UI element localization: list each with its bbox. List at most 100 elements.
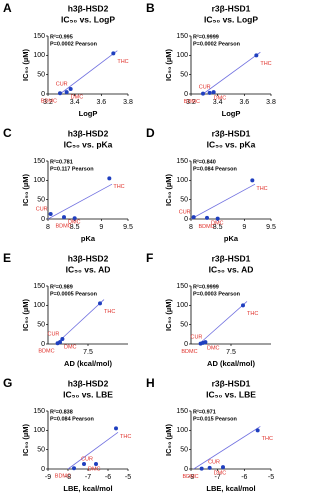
annotation: R²=0.9999	[193, 33, 219, 40]
y-tick-label: 150	[33, 158, 45, 165]
point	[94, 461, 98, 466]
chart-title: h3β-HSD2	[68, 253, 109, 263]
panel-letter: F	[146, 251, 153, 265]
fit-line	[67, 431, 119, 470]
point-label: THC	[262, 436, 273, 442]
x-tick-label: -5	[268, 474, 274, 481]
point-label: BDMC	[198, 224, 214, 230]
point	[72, 216, 77, 221]
panel-letter: D	[146, 126, 155, 140]
x-tick-label: 3.4	[213, 99, 223, 106]
fit-line	[202, 51, 261, 95]
y-tick-label: 50	[37, 72, 45, 79]
point-label: THC	[104, 309, 115, 315]
chart-title: h3β-HSD2	[68, 378, 109, 388]
point-label: CUR	[199, 85, 211, 91]
y-tick-label: 0	[41, 91, 45, 98]
y-tick-label: 100	[176, 177, 188, 184]
y-tick-label: 150	[33, 283, 45, 290]
x-tick-label: -8	[65, 474, 71, 481]
point-label: DMC	[207, 345, 220, 351]
x-tick-label: 8.5	[213, 224, 223, 231]
point	[58, 340, 62, 345]
y-axis-label: IC₅₀ (µM)	[164, 424, 173, 456]
x-tick-label: 9.5	[123, 224, 133, 231]
x-tick-label: -7	[85, 474, 91, 481]
x-tick-label: 3.2	[186, 99, 196, 106]
x-axis-label: LBE, kcal/mol	[63, 484, 112, 493]
annotation: P=0.0002 Pearson	[50, 41, 98, 47]
panel-letter: H	[146, 376, 155, 390]
y-axis-label: IC₅₀ (µM)	[164, 174, 173, 206]
point-label: THC	[260, 61, 271, 67]
chart-title: r3β-HSD1	[212, 128, 251, 138]
point	[191, 215, 196, 220]
x-tick-label: -8	[188, 474, 194, 481]
point-label: BDMC	[38, 349, 54, 355]
annotation: R²=0.989	[50, 283, 73, 290]
x-tick-label: 9	[99, 224, 103, 231]
chart-subtitle: IC₅₀ vs. pKa	[64, 139, 113, 149]
x-axis-label: LogP	[79, 109, 98, 118]
y-axis-label: IC₅₀ (µM)	[21, 174, 30, 206]
point	[255, 428, 260, 433]
annotation: R²=0.840	[193, 158, 216, 165]
point-label: THC	[247, 311, 258, 317]
point	[211, 90, 216, 95]
chart-subtitle: IC₅₀ vs. LBE	[206, 389, 256, 399]
x-tick-label: 3.6	[96, 99, 106, 106]
x-tick-label: 3.8	[123, 99, 133, 106]
x-tick-label: 3.4	[70, 99, 80, 106]
point	[48, 211, 53, 216]
y-tick-label: 50	[180, 322, 188, 329]
point-label: CUR	[208, 460, 220, 466]
x-tick-label: 8.5	[70, 224, 80, 231]
panel-letter: B	[146, 1, 155, 15]
point-label: CUR	[56, 81, 68, 87]
point	[82, 461, 86, 466]
y-tick-label: 0	[41, 216, 45, 223]
annotation: R²=0.995	[50, 33, 73, 40]
fit-line	[198, 301, 248, 345]
point-label: BDMC	[55, 224, 71, 230]
annotation: R²=0.781	[50, 158, 73, 165]
y-tick-label: 50	[180, 72, 188, 79]
point-label: DMC	[68, 220, 81, 226]
panel-letter: E	[3, 251, 11, 265]
point	[207, 90, 212, 95]
point-label: DMC	[211, 220, 224, 226]
fit-line	[59, 50, 118, 95]
chart-subtitle: IC₅₀ vs. AD	[66, 264, 111, 274]
x-tick-label: 9.5	[266, 224, 276, 231]
annotation: R²=0.9999	[193, 283, 219, 290]
point-label: DMC	[64, 345, 77, 351]
x-axis-label: AD (kcal/mol)	[207, 359, 255, 368]
chart-title: h3β-HSD2	[68, 3, 109, 13]
point-label: DMC	[214, 470, 227, 476]
fit-line	[47, 183, 113, 220]
fit-line	[190, 183, 256, 220]
y-tick-label: 100	[176, 52, 188, 59]
y-axis-label: IC₅₀ (µM)	[21, 424, 30, 456]
y-tick-label: 50	[37, 322, 45, 329]
annotation: P=0.084 Pearson	[50, 416, 95, 422]
x-tick-label: 7.5	[226, 349, 236, 356]
y-axis-label: IC₅₀ (µM)	[164, 49, 173, 81]
point	[203, 340, 208, 345]
point	[201, 91, 205, 96]
x-tick-label: 3.2	[43, 99, 53, 106]
chart-subtitle: IC₅₀ vs. LBE	[63, 389, 113, 399]
chart-title: r3β-HSD1	[212, 3, 251, 13]
x-tick-label: 7.5	[83, 349, 93, 356]
x-tick-label: -6	[105, 474, 111, 481]
point-label: BDMC	[41, 99, 57, 105]
y-tick-label: 150	[176, 283, 188, 290]
y-axis-label: IC₅₀ (µM)	[21, 49, 30, 81]
point-label: BDMC	[184, 99, 200, 105]
panel-letter: G	[3, 376, 12, 390]
x-axis-label: pKa	[81, 234, 96, 243]
annotation: P=0.084 Pearson	[193, 166, 238, 172]
y-tick-label: 150	[33, 33, 45, 40]
chart-subtitle: IC₅₀ vs. AD	[209, 264, 254, 274]
y-tick-label: 150	[176, 408, 188, 415]
